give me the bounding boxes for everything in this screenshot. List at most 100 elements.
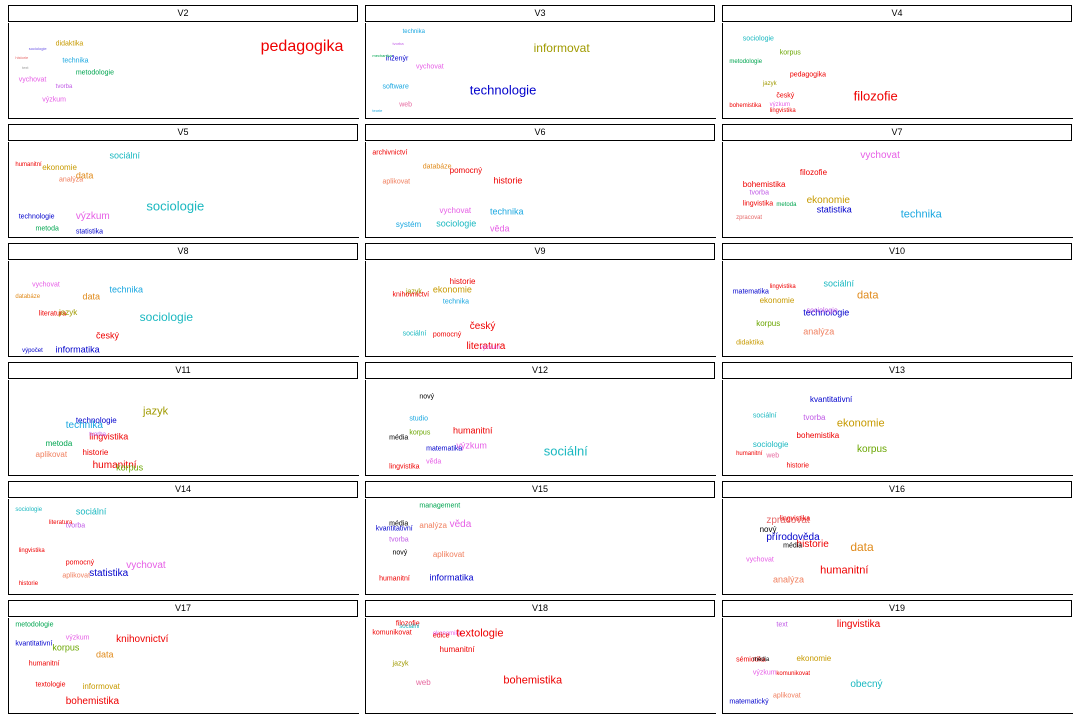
word-label: matematika — [426, 445, 463, 453]
word-label: pomocný — [432, 331, 462, 339]
word-label: metoda — [35, 225, 59, 233]
word-label: korpus — [857, 444, 888, 456]
word-label: tvorba — [749, 189, 769, 197]
word-label: český — [96, 330, 120, 341]
panel-plot-area: sociologie sociální literatura tvorba lingvi… — [8, 499, 359, 595]
word-label: výpočet — [22, 348, 43, 354]
word-label: filozofie — [853, 88, 898, 104]
word-label: textologie — [35, 681, 66, 689]
word-label: výzkum — [479, 344, 501, 351]
word-label: ekonomika — [432, 631, 462, 638]
word-label: technika — [442, 298, 469, 306]
word-label: bohemistika — [742, 179, 786, 189]
word-label: média — [752, 656, 770, 663]
word-label: databáze — [15, 293, 41, 300]
word-label: data — [75, 170, 94, 181]
panel-v17: V17 metodologie výzkum knihovnictví kvantita… — [8, 600, 359, 714]
word-label: jazyk — [405, 288, 422, 296]
panel-v7: V7 vychovat filozofie bohemistika tvorba ling… — [722, 124, 1073, 238]
panel-v2: V2 pedagogika didaktika technika metodologie… — [8, 5, 359, 119]
word-label: technika — [62, 57, 89, 65]
word-label: vychovat — [860, 150, 900, 162]
panel-plot-area: text lingvistika sémiotika média ekonomie výz… — [722, 618, 1073, 714]
word-label: výzkum — [769, 102, 791, 109]
word-label: historie — [493, 175, 523, 186]
panel-plot-area: sociální nový studio korpus humanitní média vý… — [365, 380, 716, 476]
panel-title: V8 — [8, 243, 358, 260]
word-label: literatura — [466, 340, 506, 352]
word-label: analýza — [419, 521, 447, 531]
panel-v3: V3 informovat technologie technika tvorba inž… — [365, 5, 716, 119]
word-label: sociologie — [146, 198, 205, 214]
word-label: sociologie — [742, 35, 774, 43]
word-label: informatika — [55, 344, 100, 355]
word-label: pedagogika — [260, 37, 344, 55]
word-label: sociologie — [806, 307, 838, 315]
panel-title: V17 — [8, 600, 358, 617]
panel-v15: V15 management média kvantitativní analýza vě… — [365, 481, 716, 595]
word-label: aplikovat — [773, 692, 801, 700]
word-label: aplikovat — [35, 450, 68, 460]
word-label: vychovat — [746, 556, 774, 564]
word-label: vychovat — [126, 559, 166, 571]
word-label: nový — [759, 524, 777, 534]
word-label: studio — [409, 415, 428, 423]
word-label: statistika — [75, 228, 104, 236]
word-label: text — [22, 65, 29, 71]
word-label: technika — [900, 208, 942, 221]
word-label: statistika — [816, 204, 852, 215]
word-label: aplikovat — [432, 549, 465, 559]
word-label: sociální — [75, 506, 107, 517]
word-label: český — [776, 92, 795, 100]
word-label: filozofie — [395, 620, 420, 628]
panel-plot-area: metodologie výzkum knihovnictví kvantitativ… — [8, 618, 359, 714]
word-label: vychovat — [32, 281, 60, 289]
word-label: tvorba — [389, 536, 409, 544]
word-label: tvorba — [803, 412, 826, 422]
panel-v5: V5 sociologie sociální humanitní ekonomie ana… — [8, 124, 359, 238]
word-label: přírodověda — [766, 532, 820, 544]
word-label: humanitní — [820, 564, 869, 577]
word-label: metodologie — [15, 621, 54, 629]
word-label: tvorba — [65, 522, 86, 530]
panel-title: V4 — [722, 5, 1072, 22]
panel-v18: V18 filozofie sociální komunikovat ekonomika… — [365, 600, 716, 714]
panel-plot-area: zpracovat lingvistika nový přírodověda histo… — [722, 499, 1073, 595]
word-label: historie — [449, 277, 476, 287]
word-label: kvantitativní — [375, 525, 413, 533]
word-label: vychovat — [18, 76, 47, 84]
word-label: výzkum — [456, 440, 487, 451]
word-label: sociální — [399, 624, 420, 631]
word-label: korpus — [52, 642, 80, 653]
word-label: text — [776, 621, 788, 629]
panel-v10: V10 sociální lingvistika matematika data ekon… — [722, 243, 1073, 357]
word-label: technika — [402, 29, 425, 36]
word-label: nový — [419, 393, 435, 401]
word-label: knihovnictví — [116, 634, 169, 646]
word-label: matematický — [729, 698, 769, 706]
word-label: tvorba — [392, 41, 404, 47]
word-label: systém — [395, 220, 422, 230]
word-label: média — [389, 520, 409, 528]
word-label: humanitní — [736, 450, 763, 457]
panel-v11: V11 jazyk technologie technika lingvistika tv… — [8, 362, 359, 476]
panel-plot-area: filozofie sociální komunikovat ekonomika edi… — [365, 618, 716, 714]
word-label: sociální — [823, 278, 854, 289]
word-label: tvorba — [55, 84, 73, 91]
word-label: sociologie — [752, 440, 789, 450]
word-label: zpracovat — [736, 215, 763, 222]
word-label: výzkum — [75, 211, 110, 223]
word-label: inženýr — [385, 55, 409, 63]
word-label: filozofie — [799, 167, 828, 177]
word-label: korpus — [756, 319, 781, 329]
panel-plot-area: sociologie sociální humanitní ekonomie analý… — [8, 142, 359, 238]
panel-title: V7 — [722, 124, 1072, 141]
word-label: nový — [392, 549, 408, 557]
word-label: literatura — [48, 519, 73, 526]
panel-title: V12 — [365, 362, 715, 379]
word-label: metoda — [45, 439, 73, 449]
word-label: kvantitativní — [810, 395, 853, 405]
word-label: historie — [796, 539, 829, 551]
word-label: český — [469, 320, 496, 332]
panel-plot-area: informovat technologie technika tvorba inžen… — [365, 23, 716, 119]
